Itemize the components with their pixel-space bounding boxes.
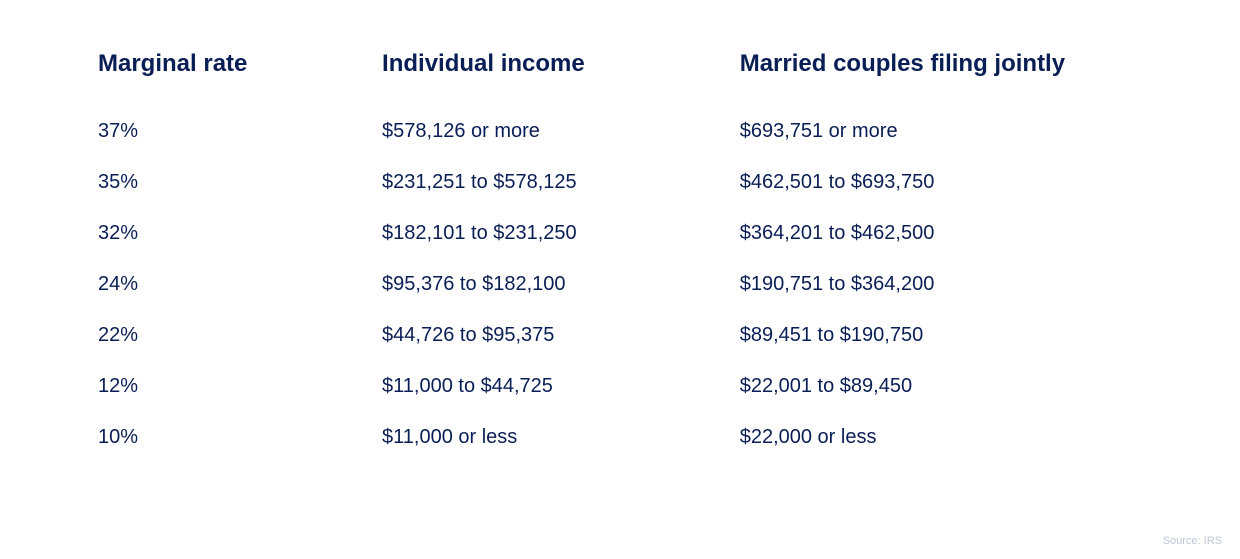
- tax-table-container: Marginal rate Individual income Married …: [0, 0, 1240, 463]
- cell-individual: $182,101 to $231,250: [382, 208, 740, 259]
- cell-rate: 12%: [98, 361, 382, 412]
- cell-individual: $231,251 to $578,125: [382, 157, 740, 208]
- tax-brackets-table: Marginal rate Individual income Married …: [98, 50, 1150, 463]
- cell-married: $190,751 to $364,200: [740, 259, 1150, 310]
- cell-individual: $11,000 to $44,725: [382, 361, 740, 412]
- table-row: 10% $11,000 or less $22,000 or less: [98, 412, 1150, 463]
- cell-married: $693,751 or more: [740, 106, 1150, 157]
- cell-rate: 10%: [98, 412, 382, 463]
- cell-rate: 32%: [98, 208, 382, 259]
- cell-rate: 22%: [98, 310, 382, 361]
- cell-individual: $44,726 to $95,375: [382, 310, 740, 361]
- table-header-row: Marginal rate Individual income Married …: [98, 50, 1150, 106]
- table-row: 12% $11,000 to $44,725 $22,001 to $89,45…: [98, 361, 1150, 412]
- table-row: 35% $231,251 to $578,125 $462,501 to $69…: [98, 157, 1150, 208]
- source-attribution: Source: IRS: [1163, 535, 1222, 547]
- cell-rate: 37%: [98, 106, 382, 157]
- cell-individual: $578,126 or more: [382, 106, 740, 157]
- column-header-individual: Individual income: [382, 50, 740, 106]
- cell-individual: $11,000 or less: [382, 412, 740, 463]
- cell-married: $364,201 to $462,500: [740, 208, 1150, 259]
- column-header-married: Married couples filing jointly: [740, 50, 1150, 106]
- table-row: 22% $44,726 to $95,375 $89,451 to $190,7…: [98, 310, 1150, 361]
- cell-rate: 24%: [98, 259, 382, 310]
- cell-individual: $95,376 to $182,100: [382, 259, 740, 310]
- cell-married: $22,000 or less: [740, 412, 1150, 463]
- cell-rate: 35%: [98, 157, 382, 208]
- column-header-rate: Marginal rate: [98, 50, 382, 106]
- cell-married: $462,501 to $693,750: [740, 157, 1150, 208]
- table-row: 37% $578,126 or more $693,751 or more: [98, 106, 1150, 157]
- cell-married: $22,001 to $89,450: [740, 361, 1150, 412]
- table-row: 32% $182,101 to $231,250 $364,201 to $46…: [98, 208, 1150, 259]
- table-row: 24% $95,376 to $182,100 $190,751 to $364…: [98, 259, 1150, 310]
- cell-married: $89,451 to $190,750: [740, 310, 1150, 361]
